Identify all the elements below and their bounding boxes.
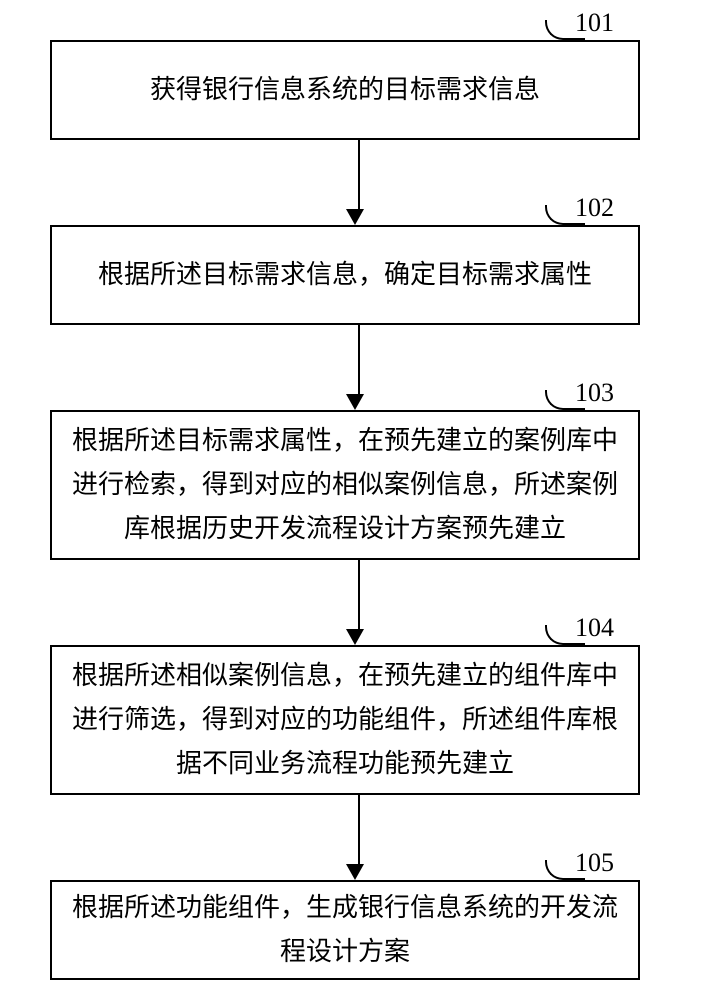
step-text-103: 根据所述目标需求属性，在预先建立的案例库中进行检索，得到对应的相似案例信息，所述…: [72, 419, 618, 552]
step-label-103: 103: [575, 378, 614, 408]
step-box-101: 获得银行信息系统的目标需求信息: [50, 40, 640, 140]
step-text-101: 获得银行信息系统的目标需求信息: [72, 68, 618, 112]
step-label-101: 101: [575, 8, 614, 38]
step-label-102: 102: [575, 193, 614, 223]
flowchart-container: 101 获得银行信息系统的目标需求信息 102 根据所述目标需求信息，确定目标需…: [0, 0, 717, 1000]
step-box-104: 根据所述相似案例信息，在预先建立的组件库中进行筛选，得到对应的功能组件，所述组件…: [50, 645, 640, 795]
step-label-105: 105: [575, 848, 614, 878]
arrow-2-3: [354, 325, 364, 410]
step-box-102: 根据所述目标需求信息，确定目标需求属性: [50, 225, 640, 325]
step-text-104: 根据所述相似案例信息，在预先建立的组件库中进行筛选，得到对应的功能组件，所述组件…: [72, 654, 618, 787]
step-box-105: 根据所述功能组件，生成银行信息系统的开发流程设计方案: [50, 880, 640, 980]
step-text-102: 根据所述目标需求信息，确定目标需求属性: [72, 253, 618, 297]
step-label-104: 104: [575, 613, 614, 643]
arrow-3-4: [354, 560, 364, 645]
step-box-103: 根据所述目标需求属性，在预先建立的案例库中进行检索，得到对应的相似案例信息，所述…: [50, 410, 640, 560]
step-text-105: 根据所述功能组件，生成银行信息系统的开发流程设计方案: [72, 886, 618, 974]
arrow-1-2: [354, 140, 364, 225]
arrow-4-5: [354, 795, 364, 880]
